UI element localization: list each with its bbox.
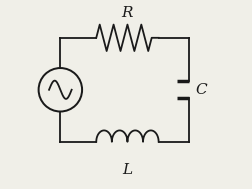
- Text: R: R: [121, 6, 133, 20]
- Text: C: C: [195, 83, 206, 97]
- Text: L: L: [122, 163, 132, 177]
